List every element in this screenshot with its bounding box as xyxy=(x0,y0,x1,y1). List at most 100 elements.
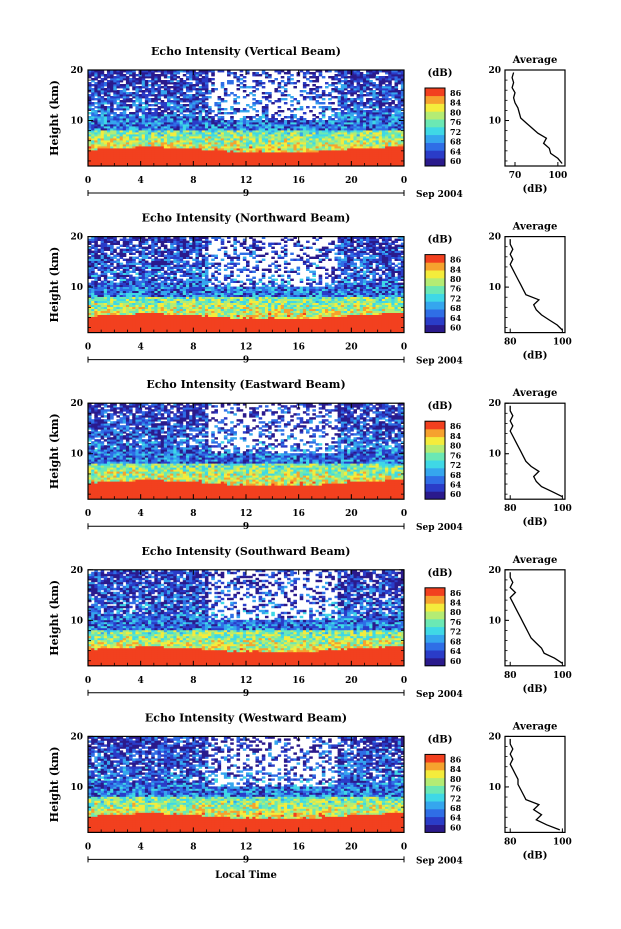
heatmap-cell xyxy=(189,162,193,165)
heatmap-cell xyxy=(242,136,247,139)
heatmap-cell xyxy=(211,120,215,123)
heatmap-cell xyxy=(201,328,206,331)
heatmap-cell xyxy=(347,72,351,75)
heatmap-cell xyxy=(318,130,323,133)
heatmap-cell xyxy=(362,104,367,107)
heatmap-cell xyxy=(103,118,108,121)
heatmap-cell xyxy=(318,96,323,99)
heatmap-cell xyxy=(204,142,209,145)
heatmap-cell xyxy=(233,136,237,139)
heatmap-cell xyxy=(347,148,351,151)
heatmap-cell xyxy=(220,130,225,133)
heatmap-cell xyxy=(144,74,149,77)
heatmap-cell xyxy=(167,96,171,99)
heatmap-cell xyxy=(321,90,326,93)
heatmap-cell xyxy=(97,128,102,131)
heatmap-cell xyxy=(220,324,225,327)
heatmap-cell xyxy=(255,124,260,127)
heatmap-cell xyxy=(185,158,190,161)
heatmap-cell xyxy=(138,132,143,135)
heatmap-cell xyxy=(223,132,228,135)
heatmap-cell xyxy=(179,108,184,111)
heatmap-cell xyxy=(154,148,158,151)
heatmap-cell xyxy=(116,126,120,129)
heatmap-cell xyxy=(394,316,399,319)
heatmap-cell xyxy=(182,98,187,101)
heatmap-cell xyxy=(141,118,146,121)
heatmap-cell xyxy=(230,312,234,315)
heatmap-cell xyxy=(264,132,269,135)
heatmap-cell xyxy=(185,330,190,333)
heatmap-cell xyxy=(91,116,95,119)
heatmap-cell xyxy=(198,82,203,85)
heatmap-cell xyxy=(211,320,215,323)
heatmap-cell xyxy=(325,162,329,165)
heatmap-cell xyxy=(144,100,149,103)
heatmap-cell xyxy=(252,156,256,159)
heatmap-cell xyxy=(315,134,320,137)
heatmap-cell xyxy=(287,316,291,319)
heatmap-cell xyxy=(119,76,124,79)
heatmap-cell xyxy=(242,158,247,161)
heatmap-cell xyxy=(201,102,206,105)
heatmap-cell xyxy=(239,164,244,167)
heatmap-cell xyxy=(91,130,95,133)
heatmap-cell xyxy=(157,120,162,123)
heatmap-cell xyxy=(242,320,247,323)
heatmap-cell xyxy=(97,150,102,153)
heatmap-cell xyxy=(97,70,102,73)
heatmap-cell xyxy=(287,72,291,75)
heatmap-cell xyxy=(271,126,275,129)
heatmap-cell xyxy=(110,124,114,127)
heatmap-cell xyxy=(350,324,354,327)
heatmap-cell xyxy=(369,110,373,113)
heatmap-cell xyxy=(189,110,193,113)
heatmap-cell xyxy=(381,142,386,145)
heatmap-cell xyxy=(369,104,373,107)
heatmap-cell xyxy=(391,102,395,105)
heatmap-cell xyxy=(343,88,348,91)
heatmap-cell xyxy=(356,118,361,121)
heatmap-cell xyxy=(252,120,256,123)
heatmap-cell xyxy=(208,96,212,99)
heatmap-cell xyxy=(116,86,120,89)
heatmap-cell xyxy=(246,140,250,143)
heatmap-cell xyxy=(116,122,120,125)
heatmap-cell xyxy=(369,94,373,97)
heatmap-cell xyxy=(185,320,190,323)
heatmap-cell xyxy=(135,330,139,333)
heatmap-cell xyxy=(223,330,228,333)
heatmap-cell xyxy=(315,102,320,105)
heatmap-cell xyxy=(347,324,351,327)
heatmap-cell xyxy=(369,76,373,79)
heatmap-cell xyxy=(160,328,165,331)
heatmap-cell xyxy=(144,70,149,73)
heatmap-cell xyxy=(204,132,209,135)
heatmap-cell xyxy=(170,108,174,111)
heatmap-cell xyxy=(214,160,218,163)
heatmap-cell xyxy=(306,140,310,143)
heatmap-cell xyxy=(287,164,291,167)
heatmap-cell xyxy=(195,134,199,137)
heatmap-cell xyxy=(122,158,127,161)
heatmap-cell xyxy=(141,72,146,75)
heatmap-cell xyxy=(204,154,209,157)
heatmap-cell xyxy=(227,314,231,317)
heatmap-cell xyxy=(296,126,301,129)
heatmap-cell xyxy=(223,160,228,163)
heatmap-cell xyxy=(122,120,127,123)
heatmap-cell xyxy=(381,162,386,165)
heatmap-cell xyxy=(119,108,124,111)
heatmap-cell xyxy=(375,144,380,147)
heatmap-cell xyxy=(385,138,389,141)
heatmap-cell xyxy=(103,132,108,135)
heatmap-cell xyxy=(280,86,285,89)
heatmap-cell xyxy=(233,94,237,97)
heatmap-cell xyxy=(88,314,92,317)
heatmap-cell xyxy=(211,148,215,151)
heatmap-cell xyxy=(119,116,124,119)
heatmap-cell xyxy=(160,140,165,143)
heatmap-cell xyxy=(350,130,354,133)
heatmap-cell xyxy=(277,134,282,137)
heatmap-cell xyxy=(359,154,364,157)
